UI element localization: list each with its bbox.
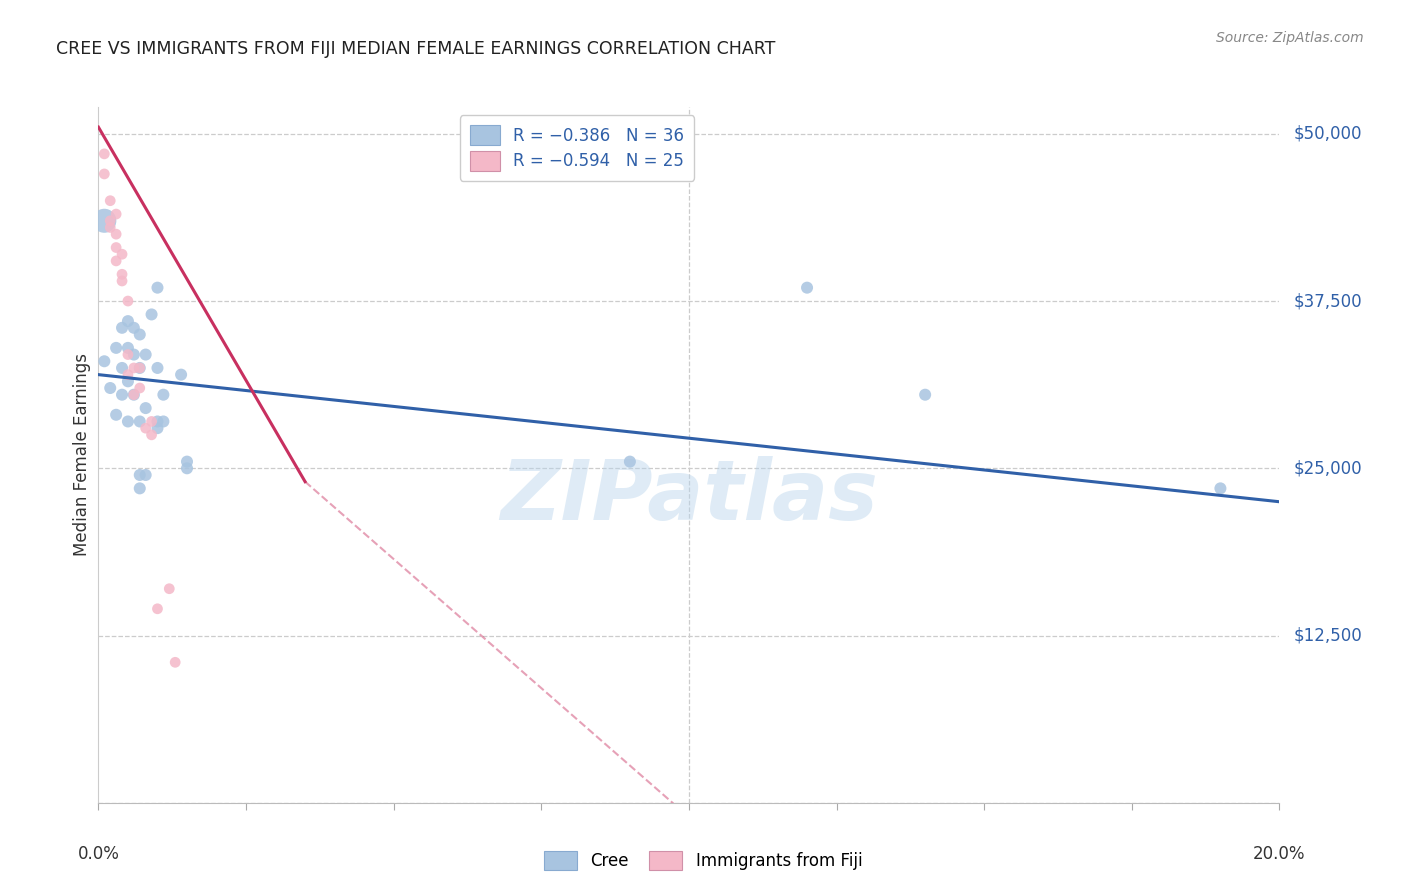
Point <box>105 408 128 422</box>
Text: Source: ZipAtlas.com: Source: ZipAtlas.com <box>1216 31 1364 45</box>
Point <box>146 602 169 616</box>
Point <box>914 387 936 401</box>
Point <box>1209 482 1232 496</box>
Point <box>122 348 145 362</box>
Point <box>176 455 198 469</box>
Point <box>170 368 193 382</box>
Point <box>98 213 121 227</box>
Point <box>98 381 121 395</box>
Point <box>796 280 818 294</box>
Point <box>128 381 150 395</box>
Point <box>122 387 145 401</box>
Point <box>111 274 134 288</box>
Point <box>128 361 150 376</box>
Point <box>141 414 163 429</box>
Point <box>146 280 169 294</box>
Point <box>135 348 157 362</box>
Point <box>122 387 145 401</box>
Point <box>98 220 121 235</box>
Point <box>117 375 139 389</box>
Text: 20.0%: 20.0% <box>1253 845 1306 863</box>
Point <box>122 361 145 376</box>
Text: $12,500: $12,500 <box>1294 626 1362 645</box>
Point <box>165 655 187 669</box>
Point <box>128 467 150 482</box>
Text: ZIPatlas: ZIPatlas <box>501 456 877 537</box>
Legend: Cree, Immigrants from Fiji: Cree, Immigrants from Fiji <box>537 844 869 877</box>
Y-axis label: Median Female Earnings: Median Female Earnings <box>73 353 91 557</box>
Point <box>98 194 121 208</box>
Point <box>152 387 174 401</box>
Legend: R = −0.386   N = 36, R = −0.594   N = 25: R = −0.386 N = 36, R = −0.594 N = 25 <box>460 115 695 180</box>
Point <box>105 341 128 355</box>
Point <box>93 213 115 227</box>
Point <box>146 414 169 429</box>
Point <box>93 146 115 161</box>
Point <box>141 428 163 442</box>
Point <box>93 354 115 368</box>
Point <box>135 401 157 416</box>
Point <box>105 227 128 241</box>
Text: $37,500: $37,500 <box>1294 292 1362 310</box>
Point <box>176 461 198 475</box>
Point <box>117 368 139 382</box>
Text: CREE VS IMMIGRANTS FROM FIJI MEDIAN FEMALE EARNINGS CORRELATION CHART: CREE VS IMMIGRANTS FROM FIJI MEDIAN FEMA… <box>56 40 776 58</box>
Point <box>128 482 150 496</box>
Point <box>117 314 139 328</box>
Point <box>93 167 115 181</box>
Text: 0.0%: 0.0% <box>77 845 120 863</box>
Point <box>619 455 641 469</box>
Point <box>117 348 139 362</box>
Point <box>111 320 134 334</box>
Point <box>111 268 134 282</box>
Point <box>146 361 169 376</box>
Point <box>111 387 134 401</box>
Point <box>152 414 174 429</box>
Point <box>157 582 180 596</box>
Text: $25,000: $25,000 <box>1294 459 1362 477</box>
Point <box>117 341 139 355</box>
Point <box>135 421 157 435</box>
Point <box>117 293 139 308</box>
Point <box>105 240 128 255</box>
Point <box>135 467 157 482</box>
Text: $50,000: $50,000 <box>1294 125 1362 143</box>
Point <box>146 421 169 435</box>
Point <box>141 307 163 321</box>
Point <box>128 361 150 376</box>
Point <box>105 253 128 268</box>
Point <box>128 414 150 429</box>
Point <box>128 327 150 342</box>
Point <box>105 207 128 221</box>
Point <box>122 320 145 334</box>
Point <box>117 414 139 429</box>
Point <box>111 247 134 261</box>
Point <box>111 361 134 376</box>
